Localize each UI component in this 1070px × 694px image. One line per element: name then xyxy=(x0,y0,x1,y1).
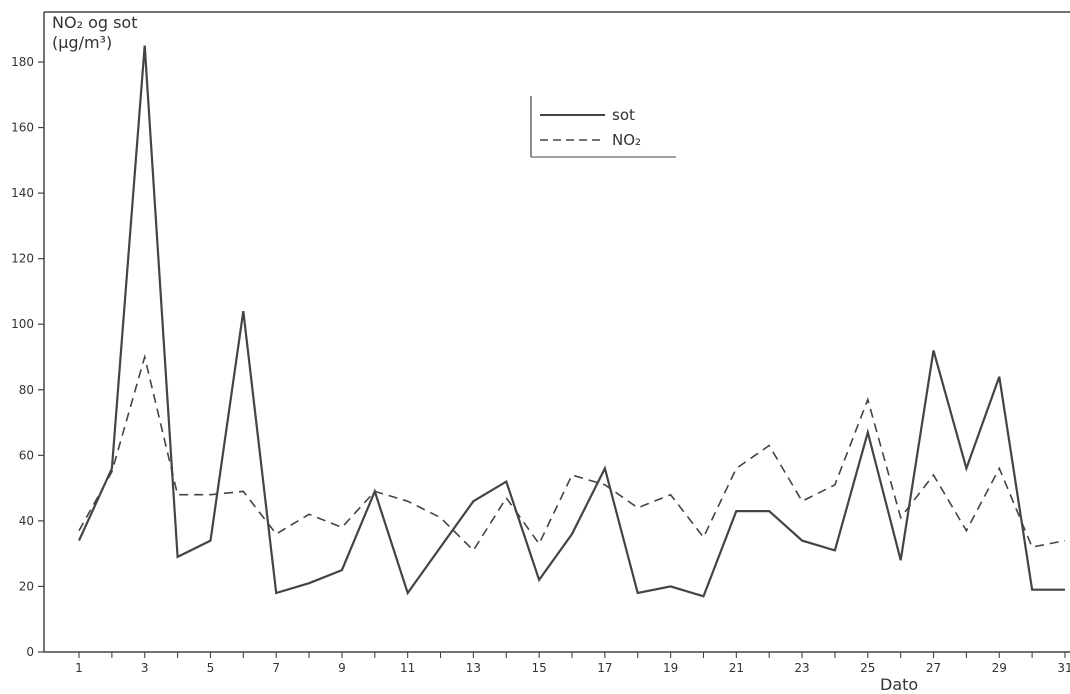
x-tick-label: 17 xyxy=(597,661,612,675)
y-tick-label: 0 xyxy=(26,645,34,659)
y-tick-label: 40 xyxy=(19,514,34,528)
y-ticks: 0 20 40 60 80 100 120 140 160 180 xyxy=(11,55,44,659)
y-tick-label: 160 xyxy=(11,121,34,135)
series-line-sot xyxy=(79,46,1065,597)
y-tick-label: 80 xyxy=(19,383,34,397)
legend-label-no2: NO₂ xyxy=(612,131,641,149)
x-tick-label: 7 xyxy=(272,661,280,675)
x-tick-label: 25 xyxy=(860,661,875,675)
y-tick-label: 60 xyxy=(19,448,34,462)
y-axis-title-line1: NO₂ og sot xyxy=(52,13,138,32)
x-tick-label: 3 xyxy=(141,661,149,675)
x-tick-label: 9 xyxy=(338,661,346,675)
legend-label-sot: sot xyxy=(612,106,635,124)
series-group xyxy=(78,44,1066,597)
x-tick-label: 23 xyxy=(794,661,809,675)
y-axis-title-line2: (µg/m³) xyxy=(52,33,112,52)
legend: sot NO₂ xyxy=(531,96,676,157)
x-tick-label: 15 xyxy=(531,661,546,675)
x-tick-label: 13 xyxy=(466,661,481,675)
x-ticks: 1 3 5 7 9 11 13 15 17 19 21 23 25 27 29 31 xyxy=(75,652,1070,675)
y-tick-label: 140 xyxy=(11,186,34,200)
x-axis-title: Dato xyxy=(880,675,918,694)
x-tick-label: 27 xyxy=(926,661,941,675)
y-tick-label: 120 xyxy=(11,252,34,266)
y-tick-label: 100 xyxy=(11,317,34,331)
x-tick-label: 21 xyxy=(729,661,744,675)
x-tick-label: 29 xyxy=(992,661,1007,675)
x-tick-label: 1 xyxy=(75,661,83,675)
y-tick-label: 180 xyxy=(11,55,34,69)
x-tick-label: 19 xyxy=(663,661,678,675)
x-tick-label: 11 xyxy=(400,661,415,675)
x-tick-label: 5 xyxy=(207,661,215,675)
x-tick-label: 31 xyxy=(1057,661,1070,675)
y-tick-label: 20 xyxy=(19,579,34,593)
